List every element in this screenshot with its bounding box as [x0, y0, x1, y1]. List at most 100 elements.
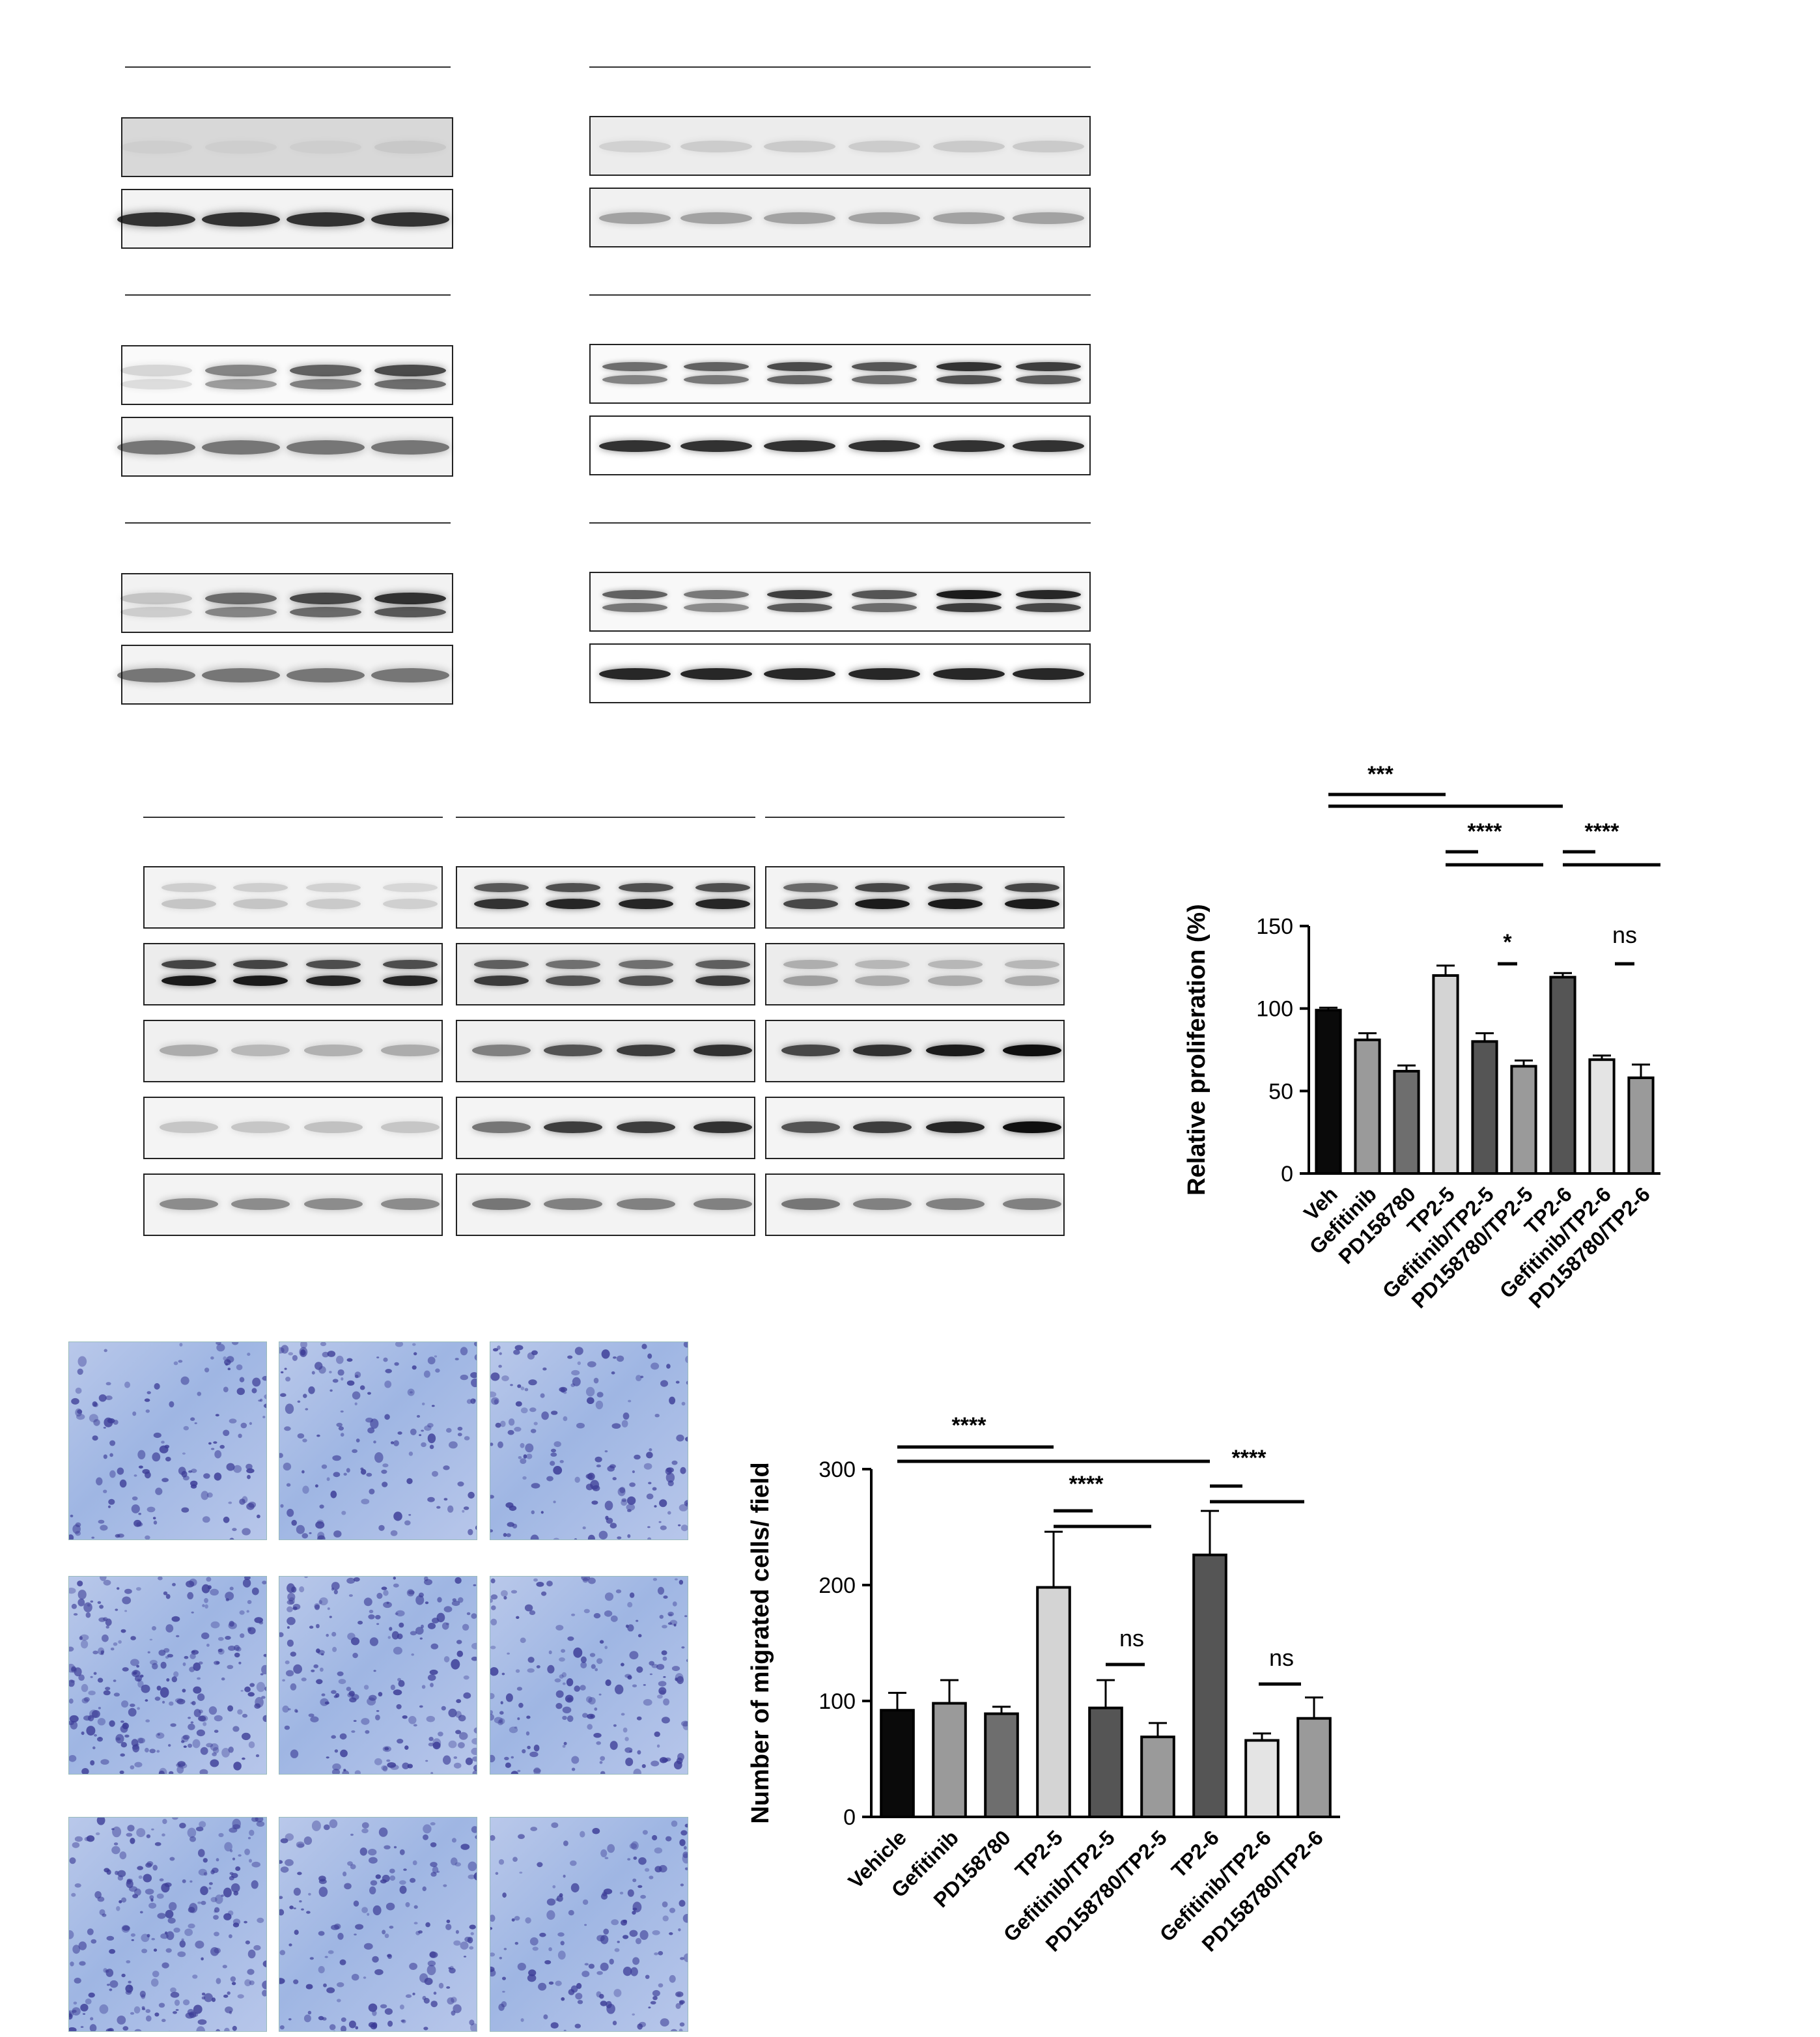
migrated-cell [410, 1877, 416, 1883]
bar [984, 1712, 1019, 1818]
migrated-cell [145, 1471, 151, 1479]
migrated-cell [658, 1864, 667, 1873]
migrated-cell [321, 1464, 328, 1469]
migrated-cell [390, 1684, 395, 1691]
migrated-cell [92, 1650, 98, 1655]
migrated-cell [72, 1945, 81, 1954]
migrated-cell [511, 1771, 519, 1774]
migrated-cell [180, 1376, 189, 1385]
migrated-cell [517, 1384, 522, 1388]
migrated-cell [649, 1875, 654, 1879]
migrated-cell [119, 1770, 124, 1774]
migrated-cell [662, 1625, 667, 1629]
migrated-cell [574, 2023, 581, 2029]
migrated-cell [555, 1690, 564, 1698]
migrated-cell [527, 1352, 535, 1360]
y-tick-label: 50 [1268, 1079, 1293, 1104]
migrated-cell [490, 1391, 497, 1398]
y-tick-label: 150 [1256, 914, 1293, 939]
migrated-cell [231, 1873, 238, 1879]
migrated-cell [395, 1612, 399, 1616]
migrated-cell [97, 1896, 105, 1902]
migrated-cell [74, 1883, 81, 1888]
migrated-cell [562, 1706, 572, 1713]
blot-band [290, 607, 361, 617]
migrated-cell [69, 1715, 79, 1722]
migrated-cell [221, 1677, 225, 1681]
migrated-cell [652, 1989, 660, 1997]
blot-band [371, 212, 449, 227]
micrograph [490, 1342, 688, 1540]
migrated-cell [165, 1594, 171, 1599]
migrated-cell [387, 1762, 397, 1768]
migrated-cell [88, 1992, 95, 1998]
migrated-cell [511, 1918, 515, 1922]
migrated-cell [284, 1426, 291, 1431]
blot-band [680, 141, 752, 152]
migrated-cell [642, 1830, 648, 1835]
migrated-cell [182, 1452, 186, 1455]
migrated-cell [307, 2010, 312, 2015]
migrated-cell [410, 1391, 413, 1394]
migrated-cell [213, 1915, 219, 1920]
migrated-cell [186, 1580, 195, 1588]
migrated-cell [632, 1684, 637, 1688]
migrated-cell [393, 1577, 396, 1580]
migrated-cell [589, 1653, 596, 1657]
migrated-cell [546, 1580, 553, 1587]
migrated-cell [346, 1687, 352, 1691]
migrated-cell [625, 1758, 634, 1766]
migrated-cell [214, 1715, 223, 1722]
migrated-cell [462, 1510, 465, 1513]
migrated-cell [69, 2011, 72, 2017]
migrated-cell [574, 1347, 583, 1355]
migrated-cell [322, 1351, 329, 1358]
migrated-cell [237, 1709, 243, 1715]
migrated-cell [399, 1885, 407, 1894]
migrated-cell [577, 1361, 581, 1366]
migrated-cell [141, 1948, 148, 1954]
migrated-cell [596, 1935, 605, 1942]
blot-band [928, 976, 983, 986]
migrated-cell [323, 1824, 330, 1831]
migrated-cell [654, 1505, 657, 1508]
migrated-cell [232, 1922, 240, 1928]
migrated-cell [563, 1416, 568, 1422]
migrated-cell [522, 1476, 527, 1480]
migrated-cell [188, 1717, 191, 1719]
blot-band [205, 379, 277, 389]
blot-band [936, 362, 1001, 371]
migrated-cell [72, 2007, 81, 2016]
migrated-cell [352, 1449, 357, 1454]
blot-band [1005, 976, 1059, 986]
migrated-cell [156, 1750, 160, 1753]
blot-band [306, 976, 361, 986]
migrated-cell [203, 1872, 208, 1876]
migrated-cell [117, 1587, 120, 1590]
migrated-cell [501, 1590, 508, 1597]
migrated-cell [346, 1468, 350, 1473]
migrated-cell [641, 1764, 646, 1768]
migrated-cell [580, 1661, 587, 1668]
migrated-cell [413, 1352, 417, 1356]
migrated-cell [643, 1699, 652, 1706]
blot-band [544, 1045, 602, 1056]
blot-band [290, 365, 361, 376]
blot-band [1013, 212, 1084, 224]
migrated-cell [189, 1903, 198, 1913]
migrated-cell [468, 1528, 473, 1536]
migrated-cell [445, 1924, 452, 1930]
migrated-cell [131, 1504, 140, 1513]
migrated-cell [351, 1974, 359, 1981]
blot-band [290, 379, 361, 389]
migrated-cell [355, 2026, 359, 2030]
migrated-cell [285, 1859, 294, 1866]
migrated-cell [81, 1731, 85, 1735]
panel-c-blot [765, 943, 1065, 1005]
migrated-cell [615, 1684, 624, 1694]
migrated-cell [563, 2029, 567, 2031]
migrated-cell [660, 1380, 668, 1387]
bar [1627, 1076, 1655, 1175]
migrated-cell [490, 1915, 496, 1922]
migrated-cell [424, 1425, 432, 1431]
